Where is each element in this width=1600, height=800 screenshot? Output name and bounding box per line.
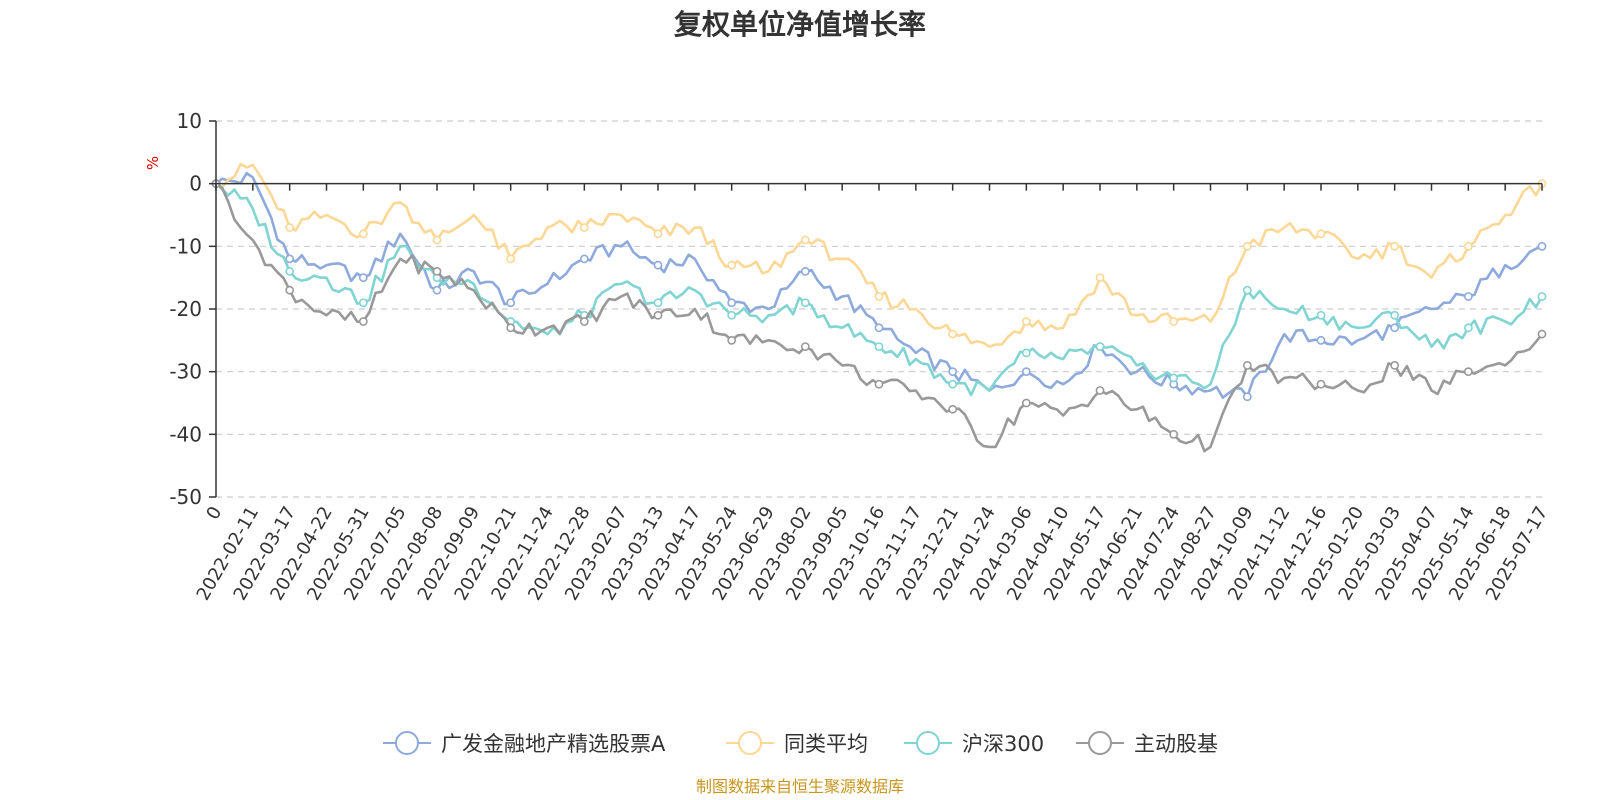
- legend-label[interactable]: 同类平均: [784, 732, 868, 756]
- data-point[interactable]: [432, 235, 442, 245]
- data-point[interactable]: [432, 266, 442, 276]
- data-point[interactable]: [1390, 360, 1400, 370]
- data-point[interactable]: [358, 317, 368, 326]
- data-point[interactable]: [285, 285, 295, 295]
- legend-marker[interactable]: [395, 731, 419, 755]
- data-point[interactable]: [874, 292, 884, 301]
- y-tick-label: -10: [169, 234, 202, 258]
- series-line: [215, 162, 1544, 348]
- grid-lines: [216, 120, 1542, 498]
- data-point[interactable]: [800, 266, 810, 276]
- data-point[interactable]: [1390, 310, 1400, 320]
- data-point[interactable]: [653, 260, 663, 270]
- y-tick-label: -20: [169, 297, 202, 321]
- series-line: [215, 171, 1543, 399]
- data-point[interactable]: [653, 298, 663, 308]
- data-point[interactable]: [948, 329, 958, 339]
- data-point[interactable]: [1316, 335, 1326, 345]
- data-point[interactable]: [358, 298, 368, 308]
- series-line: [215, 182, 1544, 397]
- data-point[interactable]: [1021, 398, 1031, 408]
- data-point[interactable]: [1169, 373, 1179, 383]
- data-point[interactable]: [432, 285, 442, 295]
- data-point[interactable]: [1242, 241, 1252, 251]
- data-point[interactable]: [800, 298, 810, 308]
- data-point[interactable]: [727, 310, 737, 320]
- data-point[interactable]: [506, 254, 516, 264]
- data-point[interactable]: [1169, 429, 1179, 439]
- data-point[interactable]: [874, 342, 884, 351]
- data-point[interactable]: [579, 317, 589, 326]
- data-point[interactable]: [948, 367, 958, 377]
- data-point[interactable]: [800, 235, 810, 245]
- data-point[interactable]: [1021, 367, 1031, 377]
- data-point[interactable]: [1390, 323, 1400, 333]
- legend-label[interactable]: 主动股基: [1134, 732, 1218, 756]
- data-point[interactable]: [874, 379, 884, 389]
- data-point[interactable]: [653, 229, 663, 239]
- data-point[interactable]: [285, 254, 295, 264]
- data-point[interactable]: [1537, 241, 1547, 251]
- legend-label[interactable]: 广发金融地产精选股票A: [441, 732, 666, 756]
- data-point[interactable]: [285, 223, 295, 232]
- data-point[interactable]: [948, 379, 958, 389]
- data-point[interactable]: [358, 273, 368, 283]
- data-point[interactable]: [727, 260, 737, 270]
- legend-marker[interactable]: [916, 731, 940, 755]
- data-point[interactable]: [1316, 310, 1326, 320]
- data-point[interactable]: [874, 323, 884, 333]
- legend-marker[interactable]: [738, 731, 762, 755]
- y-axis-unit: %: [144, 156, 162, 170]
- data-point[interactable]: [1242, 360, 1252, 370]
- data-point[interactable]: [727, 298, 737, 308]
- y-tick-label: 0: [189, 172, 202, 196]
- data-point[interactable]: [1095, 273, 1105, 283]
- x-tick-label: 0: [202, 503, 226, 523]
- source-note: 制图数据来自恒生聚源数据库: [696, 777, 904, 796]
- data-point[interactable]: [1463, 292, 1473, 301]
- data-point[interactable]: [1390, 241, 1400, 251]
- data-point[interactable]: [1463, 323, 1473, 333]
- data-point[interactable]: [1095, 342, 1105, 351]
- chart-title: 复权单位净值增长率: [674, 8, 926, 41]
- data-point[interactable]: [800, 342, 810, 351]
- data-point[interactable]: [1021, 317, 1031, 326]
- data-point[interactable]: [579, 254, 589, 264]
- data-point[interactable]: [1316, 229, 1326, 239]
- data-point[interactable]: [948, 404, 958, 414]
- data-point[interactable]: [653, 310, 663, 320]
- axes: 100-10-20-30-40-5002022-02-112022-03-172…: [169, 109, 1552, 604]
- data-point[interactable]: [1095, 386, 1105, 395]
- y-tick-label: -40: [169, 422, 202, 446]
- data-point[interactable]: [506, 323, 516, 333]
- data-point[interactable]: [1537, 329, 1547, 339]
- legend-marker[interactable]: [1088, 731, 1112, 755]
- data-point[interactable]: [579, 223, 589, 232]
- data-point[interactable]: [1169, 317, 1179, 326]
- data-point[interactable]: [1021, 348, 1031, 358]
- data-point[interactable]: [1463, 367, 1473, 377]
- data-point[interactable]: [285, 266, 295, 276]
- data-point[interactable]: [1242, 392, 1252, 402]
- legend[interactable]: 广发金融地产精选股票A 同类平均 沪深300 主动股基: [383, 731, 1218, 756]
- data-point[interactable]: [1537, 292, 1547, 301]
- data-point[interactable]: [1316, 379, 1326, 389]
- y-tick-label: -30: [169, 360, 202, 384]
- y-tick-label: -50: [169, 485, 202, 509]
- series-lines: [211, 162, 1547, 453]
- data-point[interactable]: [506, 298, 516, 308]
- y-tick-label: 10: [177, 109, 202, 133]
- legend-label[interactable]: 沪深300: [962, 732, 1044, 756]
- data-point[interactable]: [358, 229, 368, 239]
- data-point[interactable]: [727, 335, 737, 345]
- data-point[interactable]: [1242, 285, 1252, 295]
- data-point[interactable]: [1463, 241, 1473, 251]
